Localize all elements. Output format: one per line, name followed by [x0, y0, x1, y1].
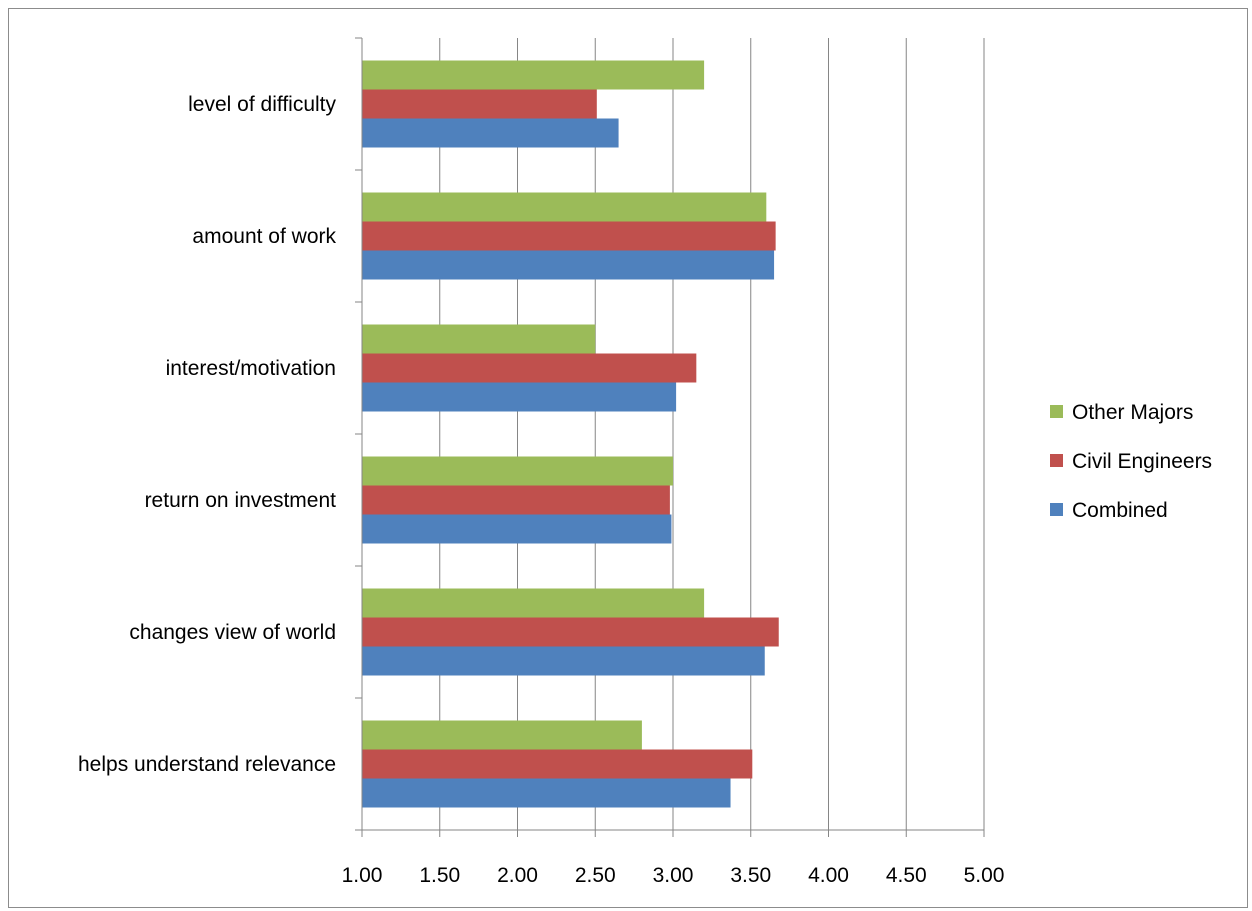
- x-tick-label: 1.00: [342, 864, 383, 887]
- legend-label: Combined: [1072, 499, 1168, 522]
- x-tick-label: 4.00: [808, 864, 849, 887]
- bar-other-majors: [362, 720, 642, 750]
- x-tick-label: 2.00: [497, 864, 538, 887]
- legend-label: Other Majors: [1072, 401, 1193, 424]
- bars: [362, 60, 779, 808]
- category-label: level of difficulty: [188, 93, 336, 116]
- x-tick-label: 1.50: [419, 864, 460, 887]
- category-labels: level of difficulty amount of work interes…: [78, 93, 337, 776]
- x-tick-label: 3.00: [653, 864, 694, 887]
- bar-civil-engineers: [362, 749, 753, 779]
- x-tick-label: 2.50: [575, 864, 616, 887]
- bar-other-majors: [362, 60, 705, 90]
- bar-combined: [362, 646, 765, 676]
- category-label: amount of work: [192, 225, 336, 248]
- axes: [355, 37, 985, 837]
- x-tick-label: 4.50: [886, 864, 927, 887]
- bar-other-majors: [362, 324, 596, 354]
- legend-swatch: [1050, 454, 1063, 467]
- bar-civil-engineers: [362, 617, 779, 647]
- bar-civil-engineers: [362, 89, 597, 119]
- category-label: return on investment: [145, 489, 337, 512]
- gridlines: [439, 38, 985, 830]
- x-tick-labels: 1.00 1.50 2.00 2.50 3.00 3.50 4.00 4.50 5.00: [342, 864, 1005, 887]
- bar-civil-engineers: [362, 353, 697, 383]
- bar-combined: [362, 778, 731, 808]
- legend-swatch: [1050, 503, 1063, 516]
- category-label: helps understand relevance: [78, 753, 336, 776]
- bar-other-majors: [362, 192, 767, 222]
- bar-combined: [362, 118, 619, 148]
- x-tick-label: 3.50: [730, 864, 771, 887]
- bar-combined: [362, 250, 775, 280]
- legend-swatch: [1050, 405, 1063, 418]
- category-label: interest/motivation: [166, 357, 336, 380]
- category-label: changes view of world: [129, 621, 336, 644]
- legend: Other Majors Civil Engineers Combined: [1050, 401, 1212, 522]
- legend-label: Civil Engineers: [1072, 450, 1212, 473]
- bar-civil-engineers: [362, 221, 776, 251]
- bar-civil-engineers: [362, 485, 670, 515]
- bar-other-majors: [362, 456, 673, 486]
- bar-combined: [362, 514, 672, 544]
- bar-other-majors: [362, 588, 705, 618]
- x-tick-label: 5.00: [964, 864, 1005, 887]
- bar-combined: [362, 382, 677, 412]
